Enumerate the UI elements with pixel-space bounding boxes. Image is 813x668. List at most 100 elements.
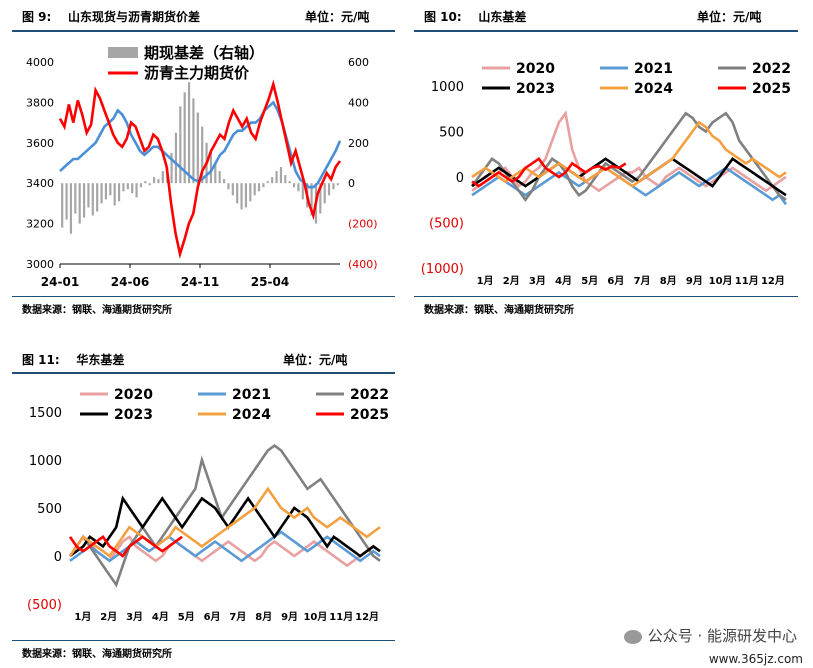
x-tick-label-9: 10月 <box>303 611 327 623</box>
panel-1-top-rule <box>12 30 395 32</box>
x-tick-label-0: 24-01 <box>41 275 79 289</box>
basis-bar <box>244 183 248 208</box>
y-tick-label-0: (500) <box>27 598 62 613</box>
x-tick-label-10: 11月 <box>329 611 353 623</box>
panel-2-title: 图 10: 山东基差 <box>424 10 527 24</box>
basis-bar <box>157 179 160 184</box>
x-tick-label-8: 9月 <box>281 611 298 623</box>
x-tick-label-6: 7月 <box>634 275 651 287</box>
series-line-2023 <box>471 157 787 197</box>
x-tick-label-3: 4月 <box>555 275 572 287</box>
basis-bar <box>288 181 291 184</box>
series-line-2022 <box>68 443 381 588</box>
legend-label-2023: 2023 <box>516 81 555 97</box>
basis-bar <box>196 112 199 184</box>
panel-2-unit: 单位：元/吨 <box>697 10 762 24</box>
x-tick-label-5: 6月 <box>607 275 624 287</box>
y-left-tick-label-5: 4000 <box>26 56 54 69</box>
y-tick-label-2: 500 <box>37 502 62 517</box>
panel-3-source: 数据来源：钢联、海通期货研究所 <box>22 649 172 660</box>
y-left-tick-label-0: 3000 <box>26 258 54 271</box>
basis-bar <box>319 183 322 214</box>
panel-2-bottom-rule <box>414 296 798 297</box>
y-tick-label-3: 1000 <box>29 454 62 469</box>
legend-label-2025: 2025 <box>752 81 791 97</box>
x-tick-label-0: 1月 <box>74 611 91 623</box>
panel-1-source: 数据来源：钢联、海通期货研究所 <box>22 305 172 316</box>
basis-bar <box>266 181 269 184</box>
basis-bar <box>113 183 116 206</box>
basis-bar <box>91 183 94 216</box>
basis-bar <box>152 177 156 184</box>
panel-1-title: 图 9: 山东现货与沥青期货价差 <box>22 10 201 24</box>
futures-price-line <box>58 79 342 259</box>
y-right-tick-label-5: 600 <box>348 56 369 69</box>
y-tick-label-2: 0 <box>456 171 464 186</box>
y-right-tick-label-0: (400) <box>348 258 378 271</box>
basis-bar <box>87 183 90 208</box>
basis-bar <box>74 183 77 214</box>
legend-label-1: 沥青主力期货价 <box>144 64 250 82</box>
legend-label-2025: 2025 <box>350 407 389 423</box>
legend-label-2020: 2020 <box>114 387 153 403</box>
basis-bar <box>284 175 287 184</box>
x-tick-label-0: 1月 <box>477 275 494 287</box>
legend-label-2021: 2021 <box>232 387 271 403</box>
x-tick-label-1: 2月 <box>503 275 520 287</box>
chart-2-svg: (1000) (500) 0 500 1000 1月 2月 3月 4月 5月 6月 7月 8月 9月 10月… <box>421 61 791 287</box>
x-tick-label-10: 11月 <box>735 275 759 287</box>
y-tick-label-4: 1500 <box>29 406 62 421</box>
basis-bar <box>279 167 283 184</box>
basis-bar <box>327 183 331 196</box>
basis-bar <box>135 183 138 198</box>
wechat-account: 公众号 · 能源研发中心 <box>647 627 797 645</box>
series-line-2021 <box>69 530 381 563</box>
wechat-watermark: 公众号 · 能源研发中心 <box>623 625 797 646</box>
panel-3-title: 图 11: 华东基差 <box>22 353 125 367</box>
series-line-2022 <box>470 111 787 203</box>
basis-bar <box>214 163 217 184</box>
site-watermark: www.365jz.com <box>706 652 805 666</box>
basis-bar <box>336 183 339 186</box>
basis-bar <box>69 183 73 234</box>
basis-bar <box>82 183 86 218</box>
basis-bar <box>148 183 151 186</box>
basis-bar <box>104 183 108 200</box>
basis-bar <box>144 181 147 184</box>
basis-bar <box>192 98 195 184</box>
basis-bar <box>96 183 99 212</box>
series-line-2025 <box>471 157 627 188</box>
basis-bar <box>174 132 178 184</box>
basis-bar <box>78 183 81 224</box>
panel-3-bottom-rule <box>12 640 395 641</box>
legend-label-2022: 2022 <box>752 61 791 77</box>
basis-bar <box>201 126 204 184</box>
series-line-2020 <box>471 110 787 193</box>
basis-bar <box>65 183 68 220</box>
basis-bar <box>227 183 230 190</box>
basis-bar <box>249 183 252 202</box>
basis-bar <box>139 183 143 188</box>
panel-3-top-rule <box>12 372 395 374</box>
x-tick-label-3: 4月 <box>152 611 169 623</box>
basis-bar <box>117 183 121 202</box>
basis-bar <box>236 183 239 204</box>
y-tick-label-1: 0 <box>54 550 62 565</box>
basis-bar <box>109 183 112 196</box>
x-tick-label-2: 3月 <box>529 275 546 287</box>
legend-label-0: 期现基差（右轴） <box>144 44 264 62</box>
basis-bar <box>332 183 335 190</box>
x-tick-label-4: 5月 <box>178 611 195 623</box>
x-tick-label-11: 12月 <box>761 275 785 287</box>
y-right-tick-label-3: 200 <box>348 137 369 150</box>
basis-bar <box>179 106 182 184</box>
basis-bar <box>209 152 213 184</box>
basis-bar <box>297 183 300 192</box>
basis-bar <box>100 183 103 204</box>
y-tick-label-1: (500) <box>429 217 464 232</box>
x-tick-label-7: 8月 <box>660 275 677 287</box>
legend-label-2024: 2024 <box>232 407 271 423</box>
basis-bar <box>301 183 304 200</box>
chart-3-svg: (500) 0 500 1000 1500 1月 2月 3月 4月 5月 6月 7月 8月 9月 10月 11… <box>27 387 389 623</box>
legend-label-2024: 2024 <box>634 81 673 97</box>
